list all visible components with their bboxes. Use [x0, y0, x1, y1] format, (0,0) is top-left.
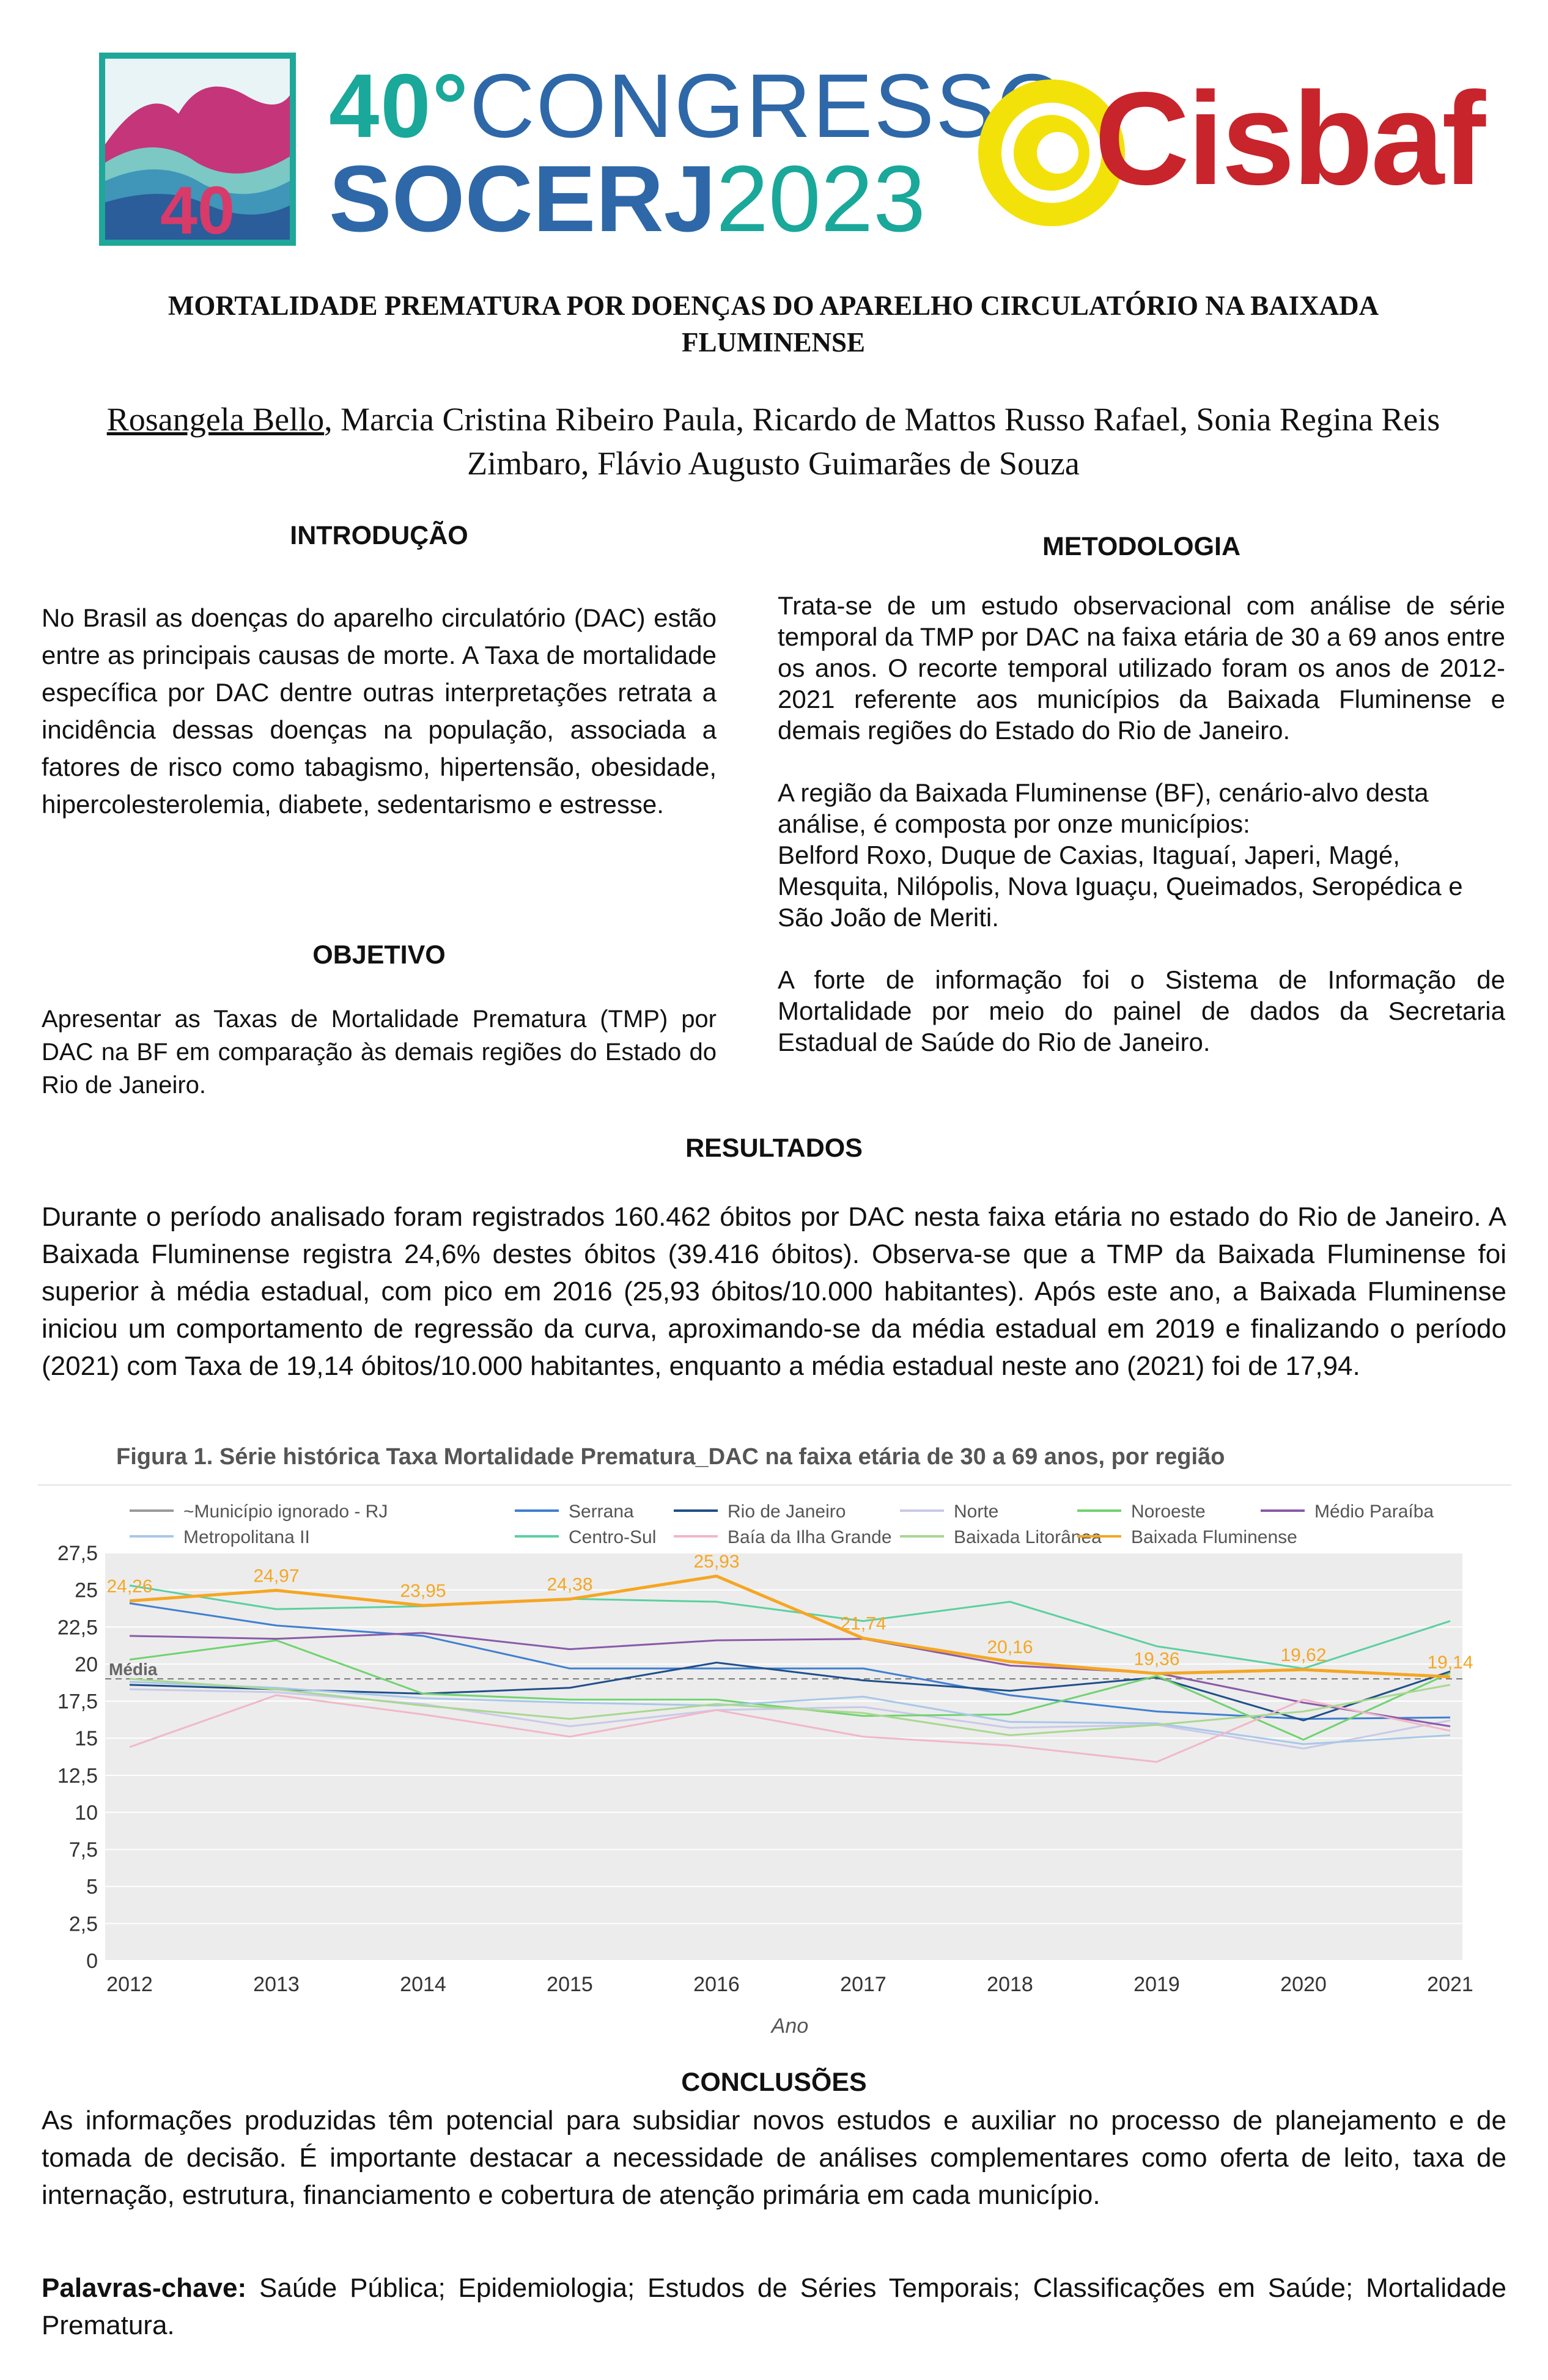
y-tick-label: 27,5	[57, 1542, 98, 1565]
congress-year: 2023	[716, 146, 926, 251]
y-tick-label: 10	[75, 1801, 98, 1824]
y-tick-label: 12,5	[57, 1764, 98, 1788]
x-tick-label: 2020	[1280, 1973, 1327, 1996]
legend-label: Centro-Sul	[569, 1527, 656, 1547]
methodology-municipality-list: Belford Roxo, Duque de Caxias, Itaguaí, …	[778, 841, 1463, 932]
x-tick-label: 2014	[400, 1973, 446, 1996]
data-label: 24,97	[253, 1566, 299, 1586]
series-line	[129, 1661, 1451, 1722]
legend-label: Serrana	[569, 1501, 634, 1522]
series-line	[129, 1678, 1451, 1736]
data-label: 21,74	[840, 1614, 886, 1634]
series-line	[129, 1584, 1451, 1670]
legend-label: Baía da Ilha Grande	[728, 1527, 892, 1547]
conclusions-text: As informações produzidas têm potencial …	[42, 2106, 1506, 2210]
congress-edition: 40°	[329, 56, 470, 157]
objective-text: Apresentar as Taxas de Mortalidade Prema…	[42, 1006, 717, 1099]
author-list: Rosangela Bello, Marcia Cristina Ribeiro…	[79, 397, 1467, 485]
x-tick-label: 2017	[840, 1973, 886, 1996]
cisbaf-logo-icon	[978, 79, 1125, 226]
data-label: 20,16	[987, 1637, 1033, 1657]
congress-title-line1: 40°CONGRESSO	[329, 61, 1069, 152]
methodology-paragraph-1: Trata-se de um estudo observacional com …	[778, 591, 1505, 745]
figure-caption: Figura 1. Série histórica Taxa Mortalida…	[116, 1444, 1225, 1470]
series-line	[129, 1632, 1451, 1728]
reference-line-label: Média	[109, 1660, 158, 1679]
congress-org: SOCERJ	[329, 146, 717, 251]
plot-background	[105, 1553, 1462, 1961]
y-tick-label: 5	[86, 1876, 98, 1899]
chart-plot-area: 0 2,5 5 7,5 10 12,5 15 17,5 20 22,5 25 27,5 2012 2013…	[57, 1542, 1473, 2038]
data-label: 24,38	[547, 1575, 592, 1595]
legend-label: Baixada Fluminense	[1131, 1527, 1297, 1547]
other-authors: , Marcia Cristina Ribeiro Paula, Ricardo…	[324, 401, 1440, 482]
x-tick-label: 2013	[253, 1973, 300, 1996]
data-label: 19,62	[1280, 1645, 1326, 1665]
data-label: 24,26	[106, 1577, 152, 1597]
congress-title-line2: SOCERJ2023	[329, 152, 926, 246]
logo-badge-number: 40	[160, 173, 235, 240]
y-tick-label: 7,5	[69, 1838, 98, 1862]
y-tick-label: 15	[75, 1727, 98, 1750]
objective-heading: OBJETIVO	[312, 940, 446, 970]
keywords-label: Palavras-chave:	[42, 2273, 247, 2303]
methodology-heading: METODOLOGIA	[1042, 532, 1241, 561]
paper-title: MORTALIDADE PREMATURA POR DOENÇAS DO APA…	[168, 290, 1379, 358]
line-chart: ~Município ignorado - RJ Serrana Rio de Ja…	[38, 1484, 1511, 2038]
legend-label: ~Município ignorado - RJ	[183, 1501, 388, 1522]
methodology-text: Trata-se de um estudo observacional com …	[778, 590, 1505, 1089]
first-author: Rosangela Bello	[106, 401, 325, 438]
x-tick-label: 2016	[693, 1973, 740, 1996]
methodology-paragraph-3: A forte de informação foi o Sistema de I…	[778, 965, 1505, 1056]
conclusions-heading: CONCLUSÕES	[681, 2068, 867, 2097]
data-label: 23,95	[400, 1581, 446, 1601]
y-tick-label: 25	[75, 1579, 98, 1602]
keywords: Palavras-chave: Saúde Pública; Epidemiol…	[42, 2269, 1506, 2344]
series-line	[129, 1602, 1451, 1720]
y-tick-label: 22,5	[57, 1616, 98, 1639]
legend-label: Norte	[954, 1501, 998, 1522]
results-text: Durante o período analisado foram regist…	[42, 1202, 1506, 1381]
chart-legend: ~Município ignorado - RJ Serrana Rio de Ja…	[38, 1484, 1511, 1547]
legend-label: Médio Paraíba	[1314, 1501, 1434, 1522]
legend-label: Baixada Litorânea	[954, 1527, 1102, 1547]
x-tick-label: 2018	[987, 1973, 1033, 1996]
y-tick-label: 0	[86, 1950, 98, 1973]
x-axis-label: Ano	[770, 2014, 809, 2038]
data-label: 19,36	[1133, 1649, 1179, 1669]
x-tick-label: 2019	[1133, 1973, 1180, 1996]
cisbaf-wordmark: Cisbaf	[1094, 64, 1486, 212]
heart-mountain-icon: 40	[105, 59, 290, 240]
legend-label: Metropolitana II	[183, 1527, 310, 1547]
x-tick-label: 2021	[1427, 1973, 1473, 1996]
series-line	[129, 1694, 1451, 1763]
results-heading: RESULTADOS	[685, 1133, 863, 1163]
data-label: 19,14	[1427, 1652, 1473, 1673]
y-tick-label: 2,5	[69, 1912, 98, 1936]
keywords-text: Saúde Pública; Epidemiologia; Estudos de…	[42, 2273, 1506, 2340]
series-line	[129, 1574, 1451, 1679]
legend-label: Noroeste	[1131, 1501, 1206, 1522]
introduction-heading: INTRODUÇÃO	[290, 521, 468, 550]
data-label: 25,93	[693, 1552, 739, 1572]
series-line	[129, 1681, 1451, 1745]
x-tick-label: 2012	[106, 1973, 153, 1996]
y-tick-label: 17,5	[57, 1690, 98, 1714]
y-tick-label: 20	[75, 1653, 98, 1676]
introduction-text: No Brasil as doenças do aparelho circula…	[42, 603, 717, 819]
congress-word: CONGRESSO	[469, 56, 1069, 157]
legend-label: Rio de Janeiro	[728, 1501, 846, 1522]
methodology-paragraph-2a: A região da Baixada Fluminense (BF), cen…	[778, 778, 1429, 838]
socerj-logo-badge: 40	[99, 53, 296, 246]
x-tick-label: 2015	[547, 1973, 593, 1996]
